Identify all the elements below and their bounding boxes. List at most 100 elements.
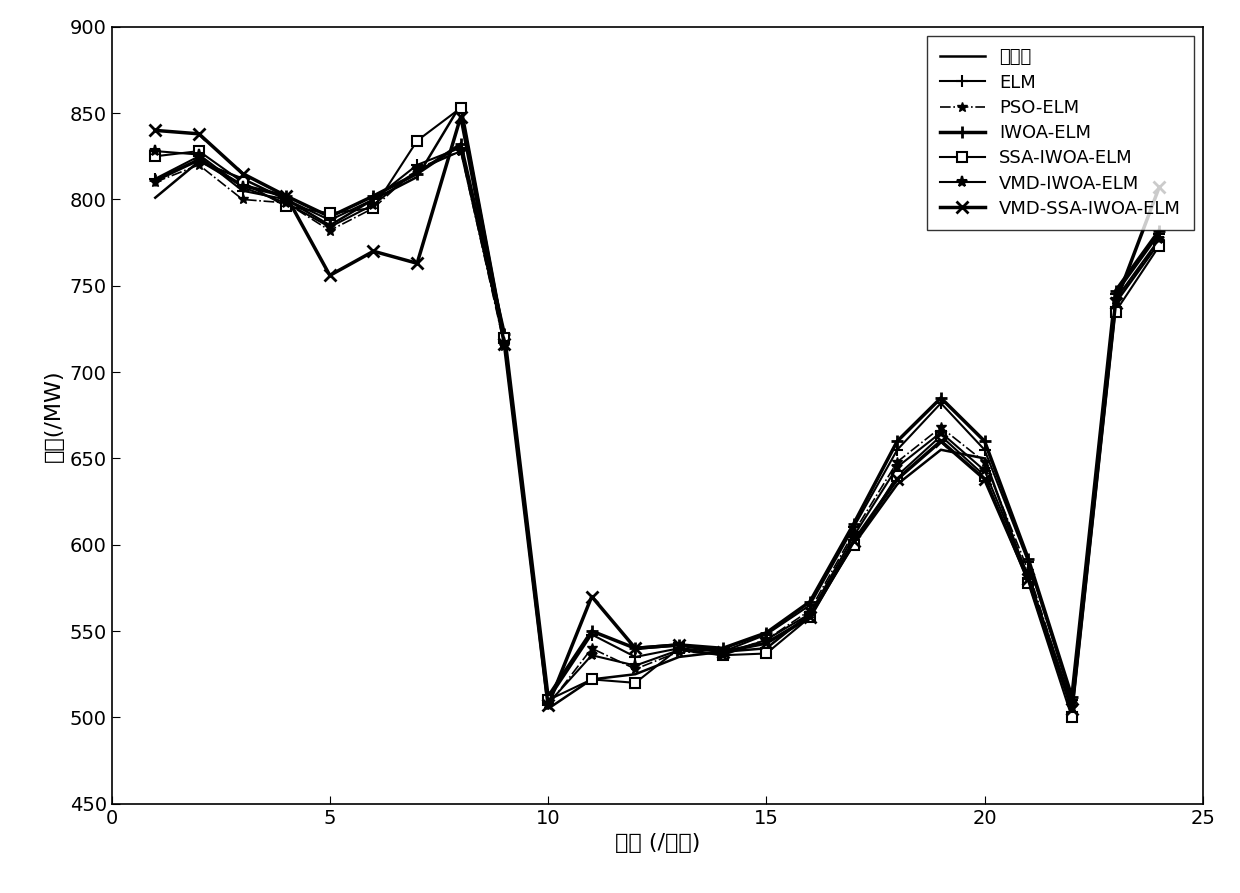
实际值: [890, 479, 905, 489]
VMD-SSA-IWOA-ELM: [191, 129, 206, 139]
SSA-IWOA-ELM: [890, 471, 905, 481]
SSA-IWOA-ELM: [454, 103, 469, 113]
PSO-ELM: [1109, 294, 1123, 305]
实际值: [236, 173, 250, 184]
IWOA-ELM: [322, 212, 337, 222]
PSO-ELM: [715, 648, 730, 659]
SSA-IWOA-ELM: [409, 136, 424, 146]
Line: IWOA-ELM: IWOA-ELM: [149, 138, 1166, 703]
SSA-IWOA-ELM: [366, 203, 381, 213]
ELM: [366, 194, 381, 204]
SSA-IWOA-ELM: [191, 146, 206, 156]
VMD-IWOA-ELM: [191, 149, 206, 160]
VMD-IWOA-ELM: [1152, 234, 1167, 245]
PSO-ELM: [409, 163, 424, 174]
VMD-IWOA-ELM: [541, 698, 556, 709]
VMD-IWOA-ELM: [846, 530, 861, 541]
实际值: [934, 445, 949, 455]
实际值: [759, 643, 774, 654]
IWOA-ELM: [977, 436, 992, 446]
VMD-IWOA-ELM: [627, 660, 642, 671]
Legend: 实际值, ELM, PSO-ELM, IWOA-ELM, SSA-IWOA-ELM, VMD-IWOA-ELM, VMD-SSA-IWOA-ELM: 实际值, ELM, PSO-ELM, IWOA-ELM, SSA-IWOA-EL…: [928, 36, 1194, 230]
SSA-IWOA-ELM: [977, 471, 992, 481]
VMD-SSA-IWOA-ELM: [890, 474, 905, 485]
VMD-SSA-IWOA-ELM: [1064, 704, 1079, 714]
实际值: [1064, 704, 1079, 714]
VMD-IWOA-ELM: [454, 146, 469, 156]
VMD-SSA-IWOA-ELM: [1152, 182, 1167, 193]
VMD-IWOA-ELM: [148, 146, 162, 156]
PSO-ELM: [454, 146, 469, 156]
ELM: [1152, 229, 1167, 239]
VMD-SSA-IWOA-ELM: [409, 258, 424, 269]
实际值: [366, 194, 381, 204]
VMD-SSA-IWOA-ELM: [541, 700, 556, 711]
ELM: [497, 336, 512, 346]
PSO-ELM: [1064, 702, 1079, 713]
SSA-IWOA-ELM: [715, 650, 730, 661]
ELM: [890, 445, 905, 455]
ELM: [236, 186, 250, 196]
ELM: [454, 142, 469, 153]
PSO-ELM: [1021, 565, 1035, 576]
实际值: [409, 171, 424, 182]
PSO-ELM: [890, 456, 905, 467]
实际值: [1021, 574, 1035, 585]
VMD-IWOA-ELM: [715, 650, 730, 661]
IWOA-ELM: [759, 628, 774, 638]
VMD-SSA-IWOA-ELM: [802, 612, 817, 622]
VMD-IWOA-ELM: [1064, 698, 1079, 709]
实际值: [279, 194, 294, 204]
VMD-IWOA-ELM: [934, 427, 949, 438]
ELM: [541, 695, 556, 705]
SSA-IWOA-ELM: [148, 151, 162, 162]
VMD-IWOA-ELM: [890, 462, 905, 472]
IWOA-ELM: [934, 393, 949, 404]
VMD-SSA-IWOA-ELM: [1021, 574, 1035, 585]
PSO-ELM: [497, 341, 512, 352]
ELM: [627, 652, 642, 663]
SSA-IWOA-ELM: [584, 674, 599, 685]
SSA-IWOA-ELM: [541, 695, 556, 705]
SSA-IWOA-ELM: [627, 678, 642, 689]
Line: SSA-IWOA-ELM: SSA-IWOA-ELM: [150, 103, 1164, 722]
SSA-IWOA-ELM: [1152, 241, 1167, 252]
PSO-ELM: [672, 647, 687, 657]
VMD-IWOA-ELM: [584, 650, 599, 661]
VMD-IWOA-ELM: [1021, 571, 1035, 581]
实际值: [846, 539, 861, 550]
SSA-IWOA-ELM: [846, 539, 861, 550]
VMD-SSA-IWOA-ELM: [454, 112, 469, 122]
IWOA-ELM: [1021, 553, 1035, 563]
VMD-SSA-IWOA-ELM: [627, 643, 642, 654]
VMD-SSA-IWOA-ELM: [366, 246, 381, 256]
SSA-IWOA-ELM: [279, 201, 294, 212]
IWOA-ELM: [279, 190, 294, 201]
PSO-ELM: [1152, 236, 1167, 246]
IWOA-ELM: [454, 138, 469, 149]
SSA-IWOA-ELM: [1064, 712, 1079, 722]
IWOA-ELM: [672, 639, 687, 650]
PSO-ELM: [322, 225, 337, 236]
SSA-IWOA-ELM: [672, 643, 687, 654]
Line: ELM: ELM: [150, 142, 1164, 705]
实际值: [541, 704, 556, 714]
ELM: [934, 397, 949, 408]
IWOA-ELM: [1064, 691, 1079, 702]
VMD-SSA-IWOA-ELM: [715, 647, 730, 657]
PSO-ELM: [191, 160, 206, 171]
IWOA-ELM: [846, 519, 861, 530]
ELM: [672, 643, 687, 654]
IWOA-ELM: [148, 175, 162, 186]
VMD-IWOA-ELM: [236, 182, 250, 193]
PSO-ELM: [541, 700, 556, 711]
IWOA-ELM: [541, 691, 556, 702]
Y-axis label: 负荷(/MW): 负荷(/MW): [43, 369, 64, 462]
ELM: [322, 215, 337, 226]
VMD-IWOA-ELM: [322, 221, 337, 232]
IWOA-ELM: [627, 643, 642, 654]
IWOA-ELM: [890, 436, 905, 446]
实际值: [1109, 297, 1123, 308]
PSO-ELM: [366, 203, 381, 213]
SSA-IWOA-ELM: [1109, 306, 1123, 317]
